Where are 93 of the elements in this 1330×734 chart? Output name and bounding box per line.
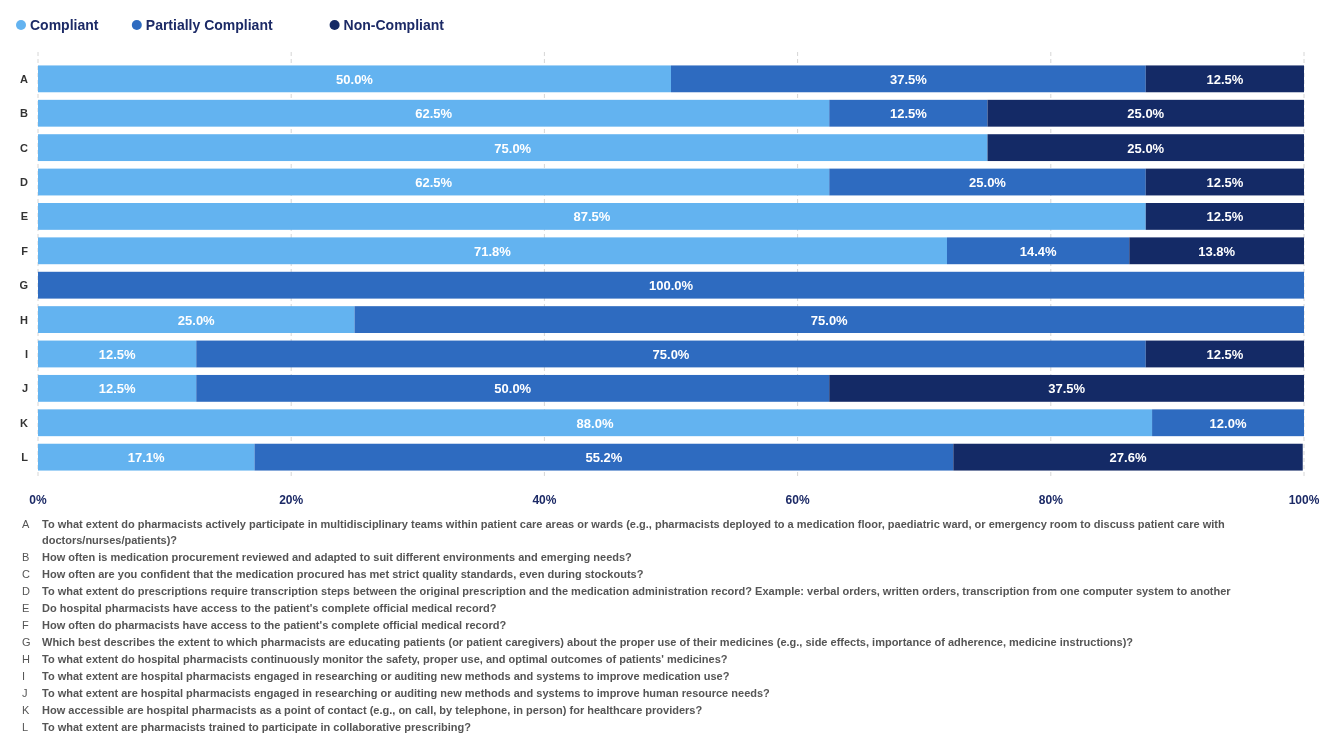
- text: G Which best describes the extent to which pharmacists are educating patients (or patient caregivers) about the proper use of their medicines (e.g., side effects, importance of adherence, medicine instructions)?: [22, 635, 1134, 648]
- data-label: 100.0%: [648, 278, 694, 294]
- data-label: 12.5%: [98, 346, 136, 362]
- text: E Do hospital pharmacists have access to the patient's complete official medical record?: [22, 601, 497, 614]
- text: F How often do pharmacists have access to the patient's complete official medical record?: [22, 618, 507, 631]
- data-label: 37.5%: [889, 71, 928, 87]
- bar: [953, 443, 1303, 471]
- bar: [254, 443, 954, 471]
- data-label: 14.4%: [1019, 243, 1057, 259]
- bar: [38, 237, 947, 265]
- data-label: 55.2%: [585, 450, 623, 466]
- y-tick-label: E: [20, 210, 28, 223]
- text: L To what extent are pharmacists trained to participate in collaborative prescribing?: [22, 720, 471, 733]
- data-label: 27.6%: [1109, 450, 1147, 466]
- legend-label: Partially Compliant: [145, 17, 273, 33]
- text: B How often is medication procurement reviewed and adapted to suit different environments and emerging needs?: [22, 550, 633, 563]
- data-label: 88.0%: [576, 415, 614, 431]
- data-label: 75.0%: [494, 140, 532, 156]
- data-label: 13.8%: [1198, 243, 1236, 259]
- data-label: 62.5%: [415, 175, 453, 191]
- bar: [1145, 168, 1304, 196]
- data-label: 12.5%: [1206, 71, 1244, 87]
- data-label: 25.0%: [177, 312, 216, 328]
- data-label: 25.0%: [1127, 106, 1165, 122]
- bar: [38, 271, 1304, 299]
- bar: [38, 134, 988, 162]
- bar: [38, 409, 1153, 437]
- bar: [38, 306, 355, 333]
- data-label: 12.5%: [889, 106, 928, 122]
- data-label: 12.5%: [1206, 346, 1244, 362]
- y-tick-label: D: [20, 176, 29, 189]
- x-tick-label: 40%: [532, 493, 557, 507]
- bar: [829, 374, 1304, 402]
- bar: [38, 99, 830, 127]
- bar: [38, 65, 671, 93]
- text: J To what extent are hospital pharmacists engaged in researching or auditing new methods and systems to improve human resource needs?: [22, 686, 770, 699]
- text: A To what extent do pharmacists actively participate in multidisciplinary teams within patient care areas or wards (e.g., pharmacists deployed to a medication floor, paediatric ward, or emergency room to discuss patient care with doctors/nurses/patients)?: [22, 518, 1225, 546]
- text: D To what extent do prescriptions require transcription steps between the original prescription and the medication administration record? Example: verbal orders, written orders, transcription from one computer system to another: [22, 584, 1232, 597]
- data-label: 12.5%: [98, 381, 136, 397]
- bar: [38, 168, 830, 196]
- data-label: 25.0%: [1127, 140, 1165, 156]
- bar: [1129, 237, 1304, 265]
- data-label: 50.0%: [494, 381, 532, 397]
- data-label: 71.8%: [474, 243, 512, 259]
- bar: [38, 374, 197, 402]
- bar: [1145, 340, 1304, 368]
- y-tick-label: F: [21, 244, 29, 257]
- x-tick-label: 80%: [1038, 493, 1064, 507]
- data-label: 12.0%: [1209, 415, 1247, 431]
- y-tick-label: J: [21, 382, 28, 395]
- data-label: 17.1%: [127, 450, 166, 466]
- data-label: 12.5%: [1206, 209, 1244, 225]
- bar: [829, 99, 988, 127]
- data-label: 75.0%: [810, 312, 849, 328]
- bar: [354, 306, 1304, 333]
- bar: [1145, 203, 1304, 230]
- data-label: 62.5%: [415, 106, 453, 122]
- legend-label: Non-Compliant: [343, 17, 445, 33]
- x-tick-label: 100%: [1288, 493, 1320, 507]
- y-tick-label: H: [20, 313, 29, 326]
- data-label: 75.0%: [652, 346, 690, 362]
- y-tick-label: C: [20, 141, 29, 154]
- bar: [987, 99, 1304, 127]
- bar: [1152, 409, 1304, 437]
- bar: [38, 203, 1146, 230]
- text: H To what extent do hospital pharmacists continuously monitor the safety, proper use, and optimal outcomes of patients' medicines?: [22, 652, 728, 665]
- bar: [671, 65, 1146, 93]
- text: C How often are you confident that the medication procured has met strict quality standards, even during stockouts?: [22, 567, 644, 580]
- bar: [38, 340, 197, 368]
- x-tick-label: 20%: [279, 493, 304, 507]
- x-tick-label: 0%: [29, 493, 47, 507]
- bar: [1145, 65, 1304, 93]
- bar: [987, 134, 1304, 162]
- y-tick-label: I: [24, 347, 28, 360]
- y-tick-label: G: [19, 279, 28, 292]
- text: I To what extent are hospital pharmacists engaged in researching or auditing new methods and systems to improve medication use?: [22, 669, 730, 682]
- bar: [196, 340, 1146, 368]
- bar: [946, 237, 1130, 265]
- text: K How accessible are hospital pharmacists as a point of contact (e.g., on call, by telephone, in person) for healthcare providers?: [22, 703, 703, 716]
- y-tick-label: K: [20, 416, 29, 429]
- data-label: 50.0%: [336, 71, 374, 87]
- legend-label: Compliant: [30, 17, 99, 33]
- data-label: 25.0%: [969, 175, 1007, 191]
- y-tick-label: A: [20, 72, 29, 85]
- bar: [829, 168, 1146, 196]
- bar: [38, 443, 255, 471]
- data-label: 37.5%: [1048, 381, 1086, 397]
- data-label: 12.5%: [1206, 175, 1244, 191]
- y-tick-label: B: [20, 107, 29, 120]
- bar: [196, 374, 830, 402]
- x-tick-label: 60%: [785, 493, 810, 507]
- y-tick-label: L: [21, 451, 29, 464]
- data-label: 87.5%: [573, 209, 611, 225]
